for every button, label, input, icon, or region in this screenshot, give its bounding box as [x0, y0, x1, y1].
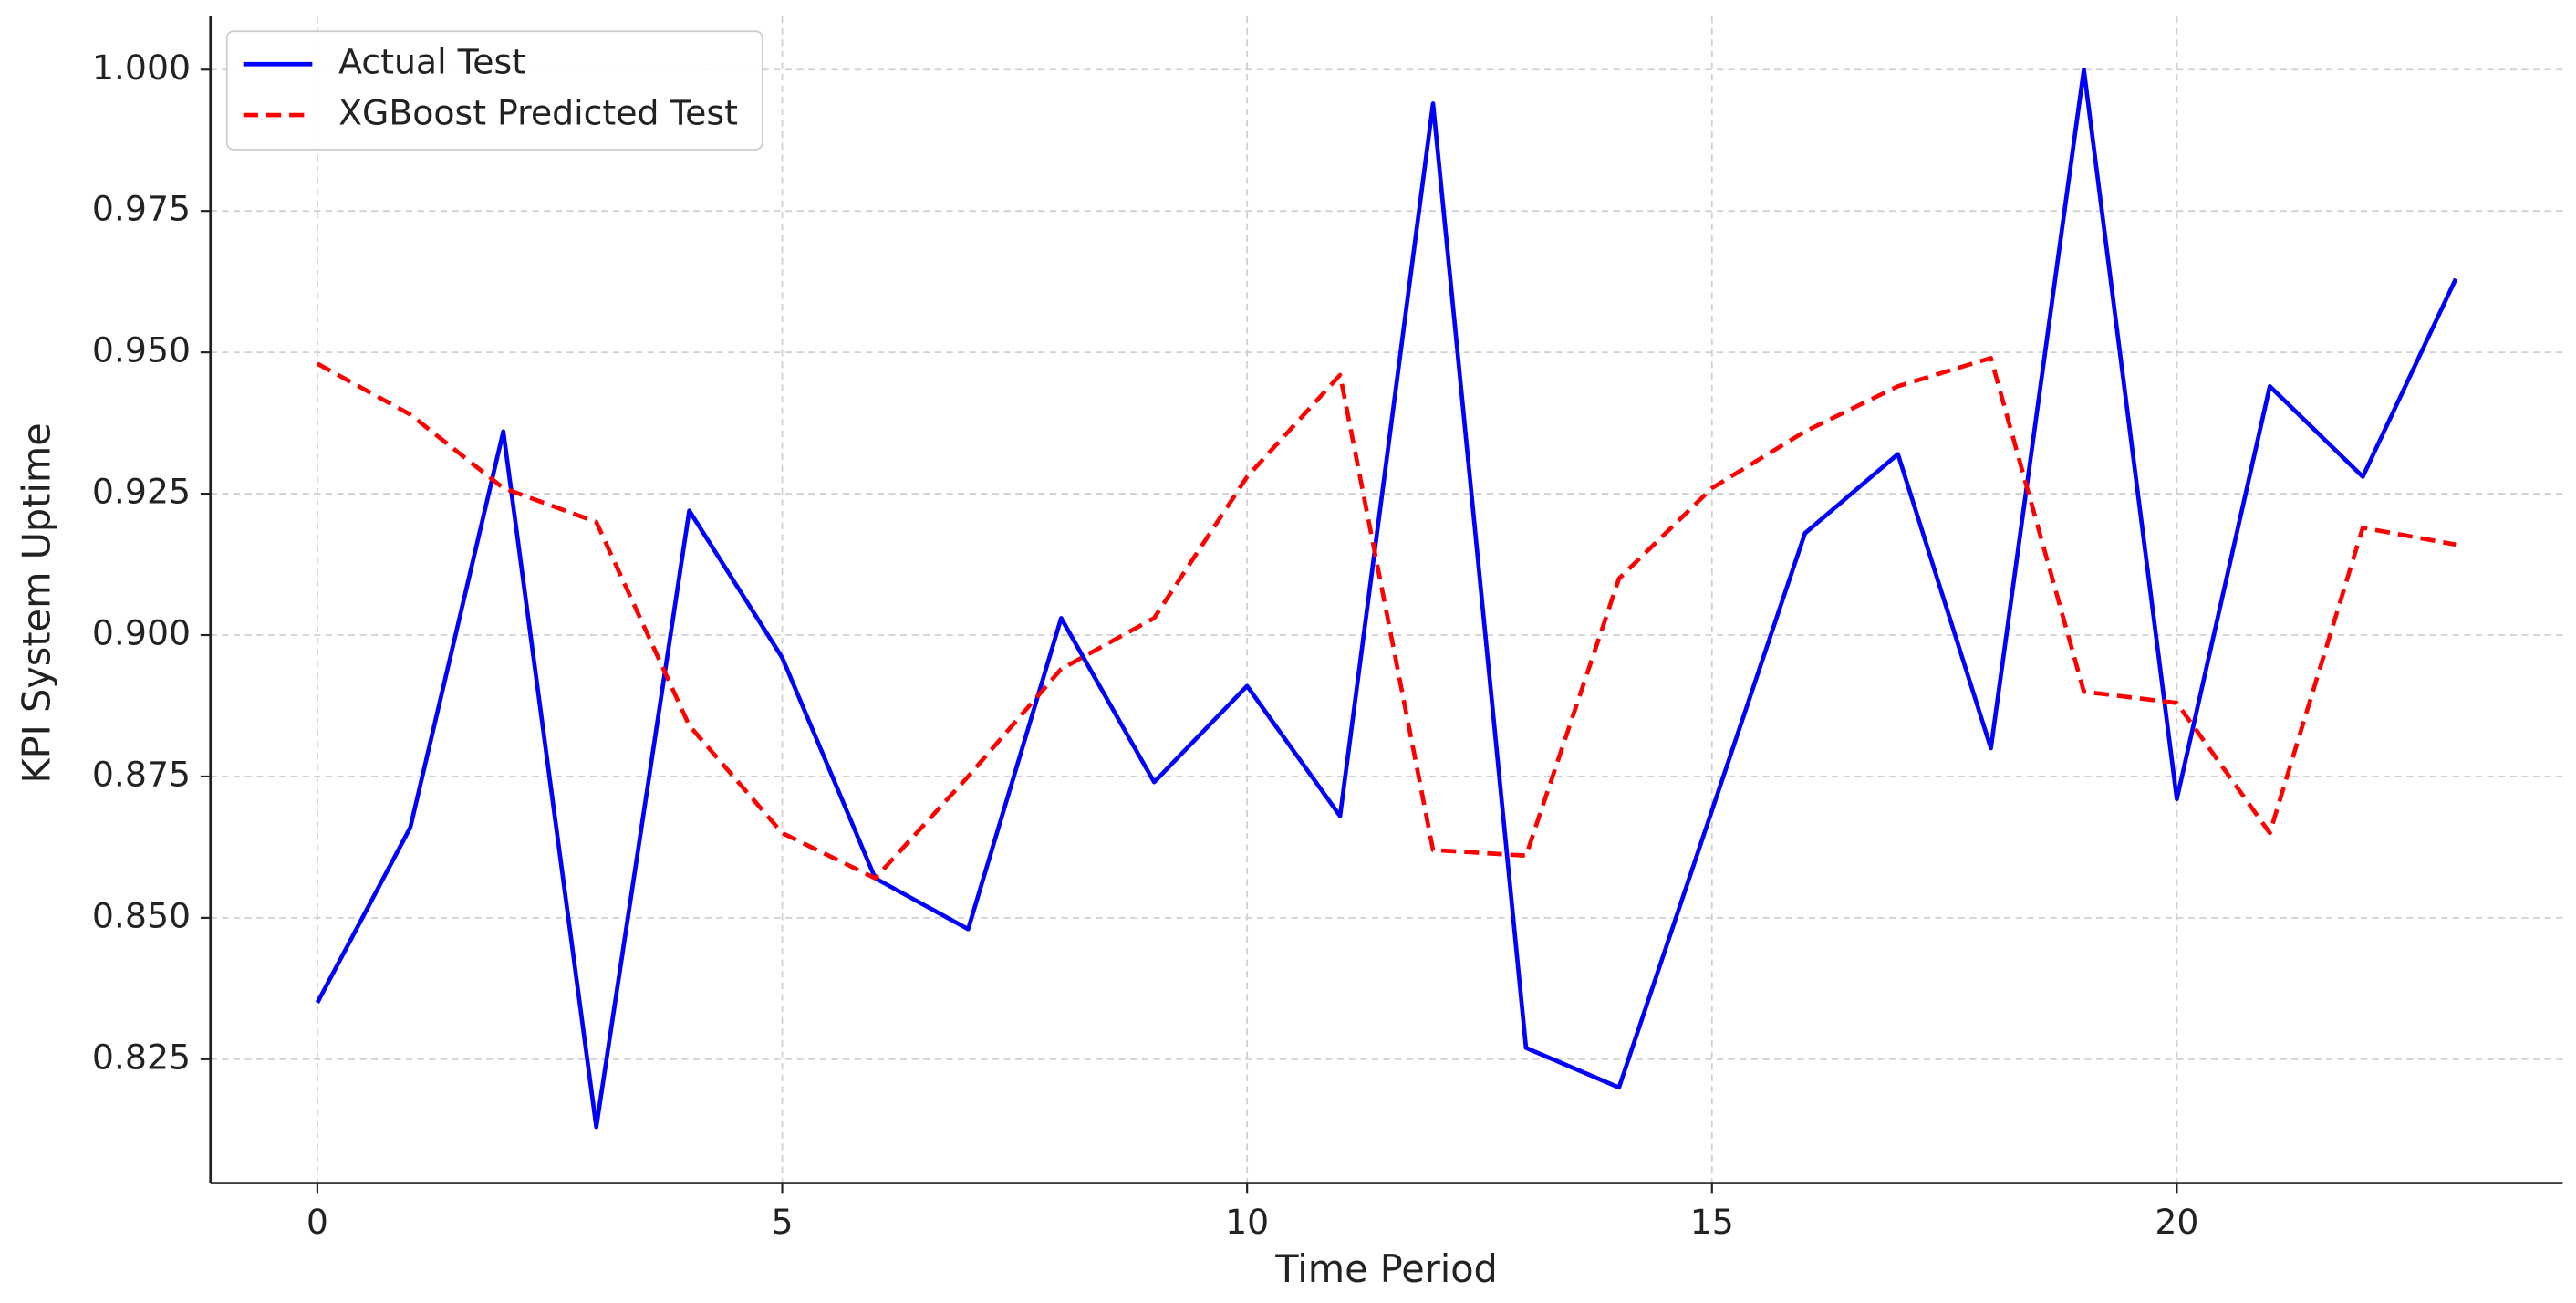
y-tick-label: 0.950 [92, 330, 191, 370]
legend-label: Actual Test [338, 42, 525, 82]
legend-label: XGBoost Predicted Test [338, 93, 738, 133]
y-tick-label: 1.000 [92, 47, 191, 88]
y-axis-label: KPI System Uptime [15, 422, 58, 783]
x-tick-label: 15 [1690, 1202, 1734, 1242]
x-tick-label: 5 [772, 1202, 794, 1242]
y-tick-label: 0.875 [92, 754, 191, 794]
x-axis-label: Time Period [1274, 1247, 1498, 1291]
y-tick-label: 0.825 [92, 1037, 191, 1077]
legend: Actual Test XGBoost Predicted Test [225, 30, 763, 151]
y-tick-label: 0.925 [92, 472, 191, 512]
y-tick-label: 0.975 [92, 189, 191, 229]
series-line [316, 355, 2457, 881]
y-tick-label: 0.900 [92, 613, 191, 653]
x-tick-label: 10 [1225, 1202, 1269, 1242]
x-tick-label: 0 [306, 1202, 328, 1242]
series-line [315, 67, 2458, 1130]
x-tick-label: 20 [2155, 1202, 2198, 1242]
legend-box [225, 30, 763, 151]
y-tick-label: 0.850 [92, 895, 191, 935]
